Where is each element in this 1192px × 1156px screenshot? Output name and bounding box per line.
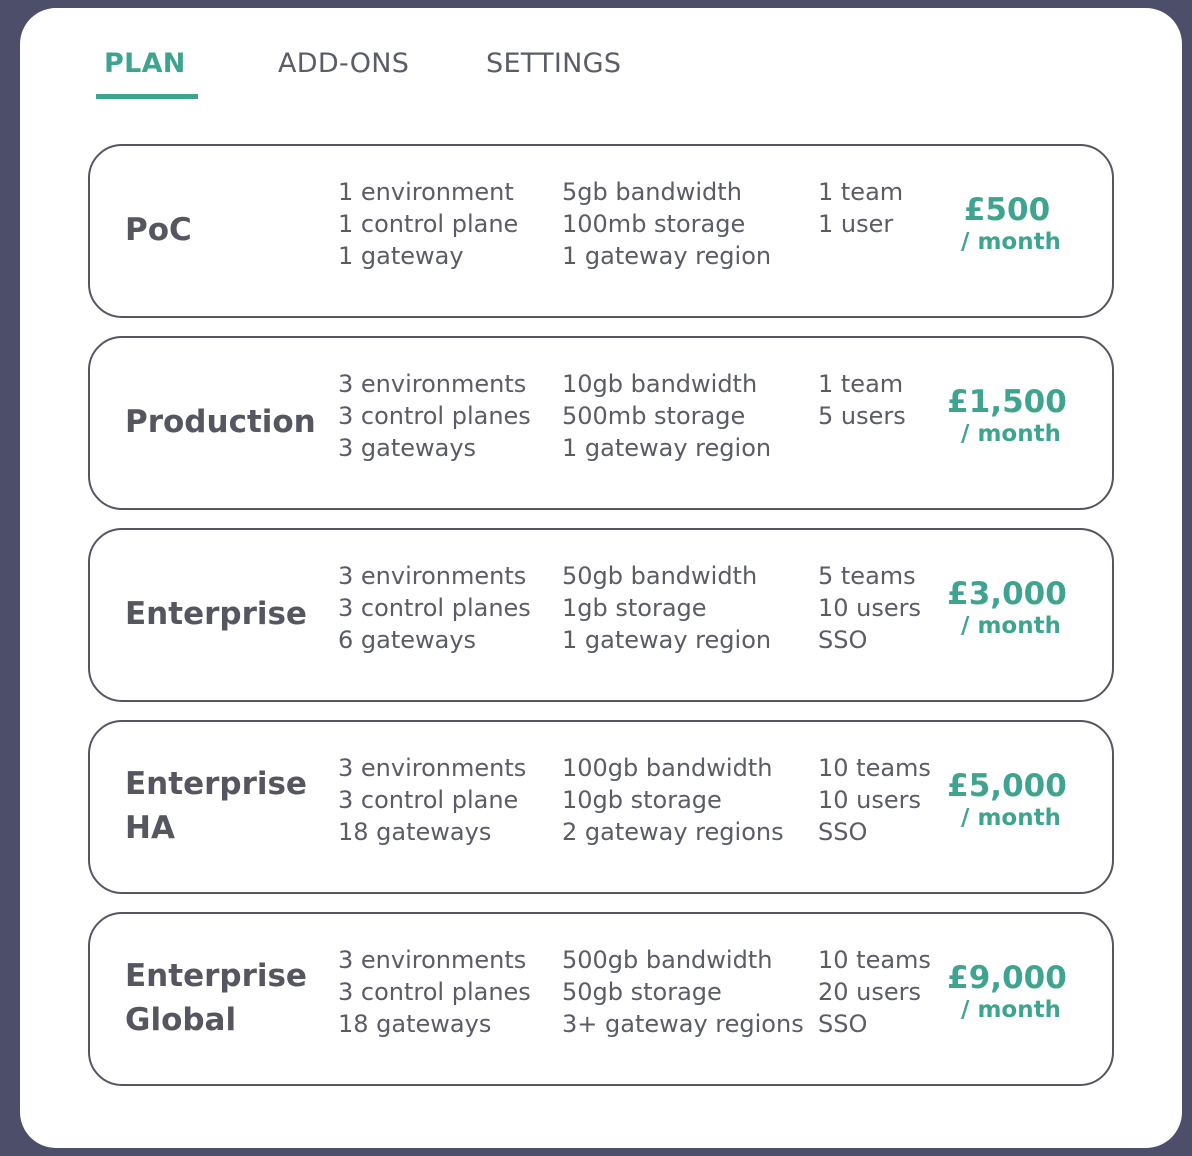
feature-item: 3 environments [338, 370, 527, 398]
plan-name: Production [125, 404, 316, 440]
plan-capacity: 10gb bandwidth 500mb storage 1 gateway r… [562, 368, 771, 464]
plan-price: £3,000 / month [942, 576, 1072, 640]
feature-item: 3 environments [338, 562, 527, 590]
active-tab-indicator [96, 94, 198, 99]
plan-panel: PLAN ADD-ONS SETTINGS PoC 1 environment … [20, 8, 1182, 1148]
plan-users: 10 teams 10 users SSO [818, 752, 931, 848]
plan-users: 1 team 1 user [818, 176, 903, 240]
plan-resources: 3 environments 3 control planes 3 gatewa… [338, 368, 531, 464]
tab-bar: PLAN ADD-ONS SETTINGS [20, 8, 1182, 108]
feature-item: 1 user [818, 210, 894, 238]
tab-plan[interactable]: PLAN [104, 48, 186, 79]
feature-item: 1 gateway [338, 242, 464, 270]
price-amount: £500 [963, 192, 1051, 228]
plan-users: 1 team 5 users [818, 368, 906, 432]
feature-item: 3 environments [338, 946, 527, 974]
plan-price: £500 / month [942, 192, 1072, 256]
feature-item: 1gb storage [562, 594, 707, 622]
tab-add-ons[interactable]: ADD-ONS [278, 48, 410, 79]
plan-name: Enterprise HA [125, 766, 307, 846]
feature-item: 3 gateways [338, 434, 477, 462]
feature-item: 10gb bandwidth [562, 370, 758, 398]
price-amount: £9,000 [947, 960, 1067, 996]
price-period: / month [961, 613, 1061, 639]
feature-item: 1 team [818, 370, 904, 398]
feature-item: 1 environment [338, 178, 514, 206]
feature-item: 20 users [818, 978, 922, 1006]
feature-item: 3 control planes [338, 594, 531, 622]
feature-item: 5gb bandwidth [562, 178, 742, 206]
plan-price: £9,000 / month [942, 960, 1072, 1024]
price-period: / month [961, 229, 1061, 255]
feature-item: 5 teams [818, 562, 916, 590]
feature-item: 10gb storage [562, 786, 722, 814]
plan-capacity: 100gb bandwidth 10gb storage 2 gateway r… [562, 752, 784, 848]
feature-item: 3 environments [338, 754, 527, 782]
price-period: / month [961, 805, 1061, 831]
plan-name: PoC [125, 212, 192, 248]
feature-item: SSO [818, 818, 868, 846]
feature-item: 18 gateways [338, 818, 492, 846]
feature-item: 50gb storage [562, 978, 722, 1006]
feature-item: 10 users [818, 594, 922, 622]
price-period: / month [961, 997, 1061, 1023]
feature-item: 3+ gateway regions [562, 1010, 804, 1038]
plan-card-production[interactable]: Production 3 environments 3 control plan… [88, 336, 1114, 510]
feature-item: 3 control plane [338, 786, 519, 814]
feature-item: 1 gateway region [562, 626, 772, 654]
plan-card-poc[interactable]: PoC 1 environment 1 control plane 1 gate… [88, 144, 1114, 318]
feature-item: 3 control planes [338, 978, 531, 1006]
feature-item: SSO [818, 1010, 868, 1038]
feature-item: 3 control planes [338, 402, 531, 430]
plan-capacity: 50gb bandwidth 1gb storage 1 gateway reg… [562, 560, 771, 656]
plan-users: 10 teams 20 users SSO [818, 944, 931, 1040]
price-amount: £1,500 [947, 384, 1067, 420]
feature-item: 500gb bandwidth [562, 946, 773, 974]
plan-card-enterprise-ha[interactable]: Enterprise HA 3 environments 3 control p… [88, 720, 1114, 894]
price-amount: £5,000 [947, 768, 1067, 804]
feature-item: 1 gateway region [562, 434, 772, 462]
feature-item: 6 gateways [338, 626, 477, 654]
feature-item: 2 gateway regions [562, 818, 784, 846]
plan-capacity: 500gb bandwidth 50gb storage 3+ gateway … [562, 944, 804, 1040]
feature-item: 10 users [818, 786, 922, 814]
plan-price: £1,500 / month [942, 384, 1072, 448]
feature-item: 1 control plane [338, 210, 519, 238]
feature-item: 5 users [818, 402, 906, 430]
plan-name: Enterprise Global [125, 958, 307, 1038]
price-period: / month [961, 421, 1061, 447]
feature-item: 10 teams [818, 946, 931, 974]
feature-item: 50gb bandwidth [562, 562, 758, 590]
feature-item: 1 team [818, 178, 904, 206]
price-amount: £3,000 [947, 576, 1067, 612]
feature-item: 10 teams [818, 754, 931, 782]
plan-price: £5,000 / month [942, 768, 1072, 832]
plan-name: Enterprise [125, 596, 307, 632]
plan-capacity: 5gb bandwidth 100mb storage 1 gateway re… [562, 176, 771, 272]
plan-card-enterprise[interactable]: Enterprise 3 environments 3 control plan… [88, 528, 1114, 702]
plan-resources: 1 environment 1 control plane 1 gateway [338, 176, 518, 272]
feature-item: 100mb storage [562, 210, 746, 238]
plan-resources: 3 environments 3 control planes 18 gatew… [338, 944, 531, 1040]
plan-card-enterprise-global[interactable]: Enterprise Global 3 environments 3 contr… [88, 912, 1114, 1086]
feature-item: 500mb storage [562, 402, 746, 430]
plan-resources: 3 environments 3 control planes 6 gatewa… [338, 560, 531, 656]
feature-item: SSO [818, 626, 868, 654]
feature-item: 1 gateway region [562, 242, 772, 270]
feature-item: 100gb bandwidth [562, 754, 773, 782]
tab-settings[interactable]: SETTINGS [486, 48, 622, 79]
plan-users: 5 teams 10 users SSO [818, 560, 921, 656]
feature-item: 18 gateways [338, 1010, 492, 1038]
plan-resources: 3 environments 3 control plane 18 gatewa… [338, 752, 526, 848]
